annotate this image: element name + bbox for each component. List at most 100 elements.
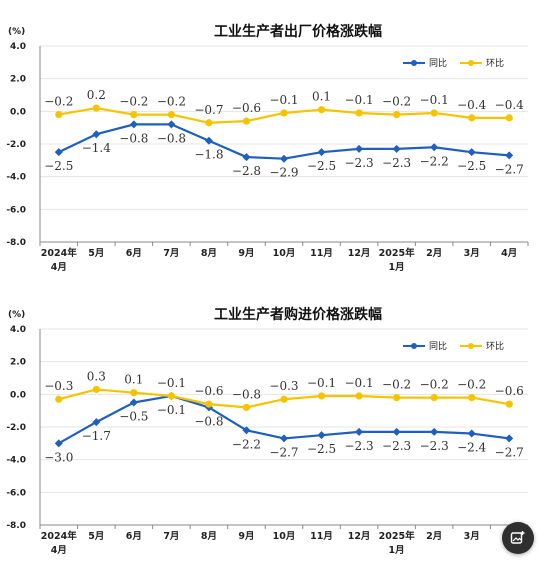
x-tick-label: 5月: [88, 531, 104, 542]
data-point-mom: [468, 114, 476, 122]
data-point-mom: [280, 109, 288, 117]
x-tick-label: 3月: [464, 248, 480, 259]
y-tick-label: 0.0: [10, 390, 26, 400]
x-tick-label: 1月: [389, 262, 405, 273]
x-tick-label: 2月: [426, 531, 442, 542]
data-label-yoy: −1.8: [194, 148, 223, 162]
data-point-mom: [280, 395, 288, 403]
data-point-mom: [355, 109, 363, 117]
chart-title: 工业生产者出厂价格涨跌幅: [214, 23, 382, 40]
data-point-yoy: [430, 427, 439, 436]
data-point-mom: [167, 392, 175, 400]
data-label-mom: −0.4: [495, 98, 525, 112]
legend-marker: [468, 343, 474, 349]
y-tick-label: 4.0: [10, 42, 26, 52]
data-point-mom: [92, 104, 100, 112]
legend-item: 环比: [460, 57, 504, 69]
chart-output-prices: 工业生产者出厂价格涨跌幅 (%) 4.0 2.0 0.0 -2.0 -4.0 -6.0 -8.0…: [6, 23, 529, 273]
data-point-yoy: [204, 136, 213, 145]
data-point-mom: [242, 117, 251, 125]
data-label-yoy: −2.5: [457, 159, 486, 173]
x-tick-label: 12月: [348, 531, 371, 542]
y-tick-label: -8.0: [6, 521, 26, 531]
x-tick-label: 7月: [163, 248, 179, 259]
data-point-mom: [317, 392, 326, 400]
data-label-mom: −0.1: [157, 376, 186, 390]
y-tick-label: -2.0: [6, 140, 26, 150]
legend-marker: [411, 60, 417, 66]
x-tick-label: 8月: [201, 248, 217, 259]
data-point-yoy: [129, 398, 138, 407]
x-tick-label: 9月: [238, 248, 254, 259]
data-label-mom: −0.6: [232, 101, 261, 115]
x-tick-label: 7月: [163, 531, 179, 542]
x-tick-label: 4月: [51, 262, 67, 273]
data-label-yoy: −2.3: [382, 156, 411, 170]
y-tick-label: -4.0: [6, 456, 26, 466]
y-tick-label: -2.0: [6, 423, 26, 433]
data-label-mom: −0.1: [420, 93, 449, 107]
x-tick-label: 4月: [501, 248, 517, 259]
data-label-mom: −0.2: [157, 95, 186, 109]
data-label-mom: −0.2: [382, 378, 411, 392]
y-tick-label: 4.0: [10, 325, 26, 335]
data-point-mom: [430, 394, 438, 402]
x-tick-label: 4月: [51, 545, 67, 556]
y-tick-label: -6.0: [6, 488, 26, 498]
data-label-mom: −0.1: [345, 376, 374, 390]
data-label-yoy: −2.7: [495, 445, 524, 459]
data-label-yoy: −2.4: [457, 441, 487, 455]
data-point-mom: [55, 111, 63, 119]
data-label-yoy: −1.7: [82, 429, 111, 443]
y-tick-label: 2.0: [10, 75, 26, 85]
data-point-mom: [167, 111, 175, 119]
data-point-yoy: [392, 427, 401, 436]
data-label-yoy: −2.3: [345, 439, 374, 453]
data-point-yoy: [317, 148, 326, 157]
data-point-mom: [130, 111, 138, 119]
data-point-mom: [393, 111, 401, 119]
data-point-yoy: [355, 144, 364, 153]
data-point-yoy: [392, 144, 401, 153]
legend-item: 环比: [460, 340, 504, 352]
data-point-yoy: [505, 151, 514, 160]
data-point-yoy: [167, 120, 176, 129]
data-label-mom: −0.1: [345, 93, 374, 107]
chart-panel-output-prices: 工业生产者出厂价格涨跌幅 (%) 4.0 2.0 0.0 -2.0 -4.0 -6.0 -8.0…: [0, 0, 548, 282]
legend-label: 同比: [429, 340, 447, 352]
data-label-mom: −0.3: [269, 379, 298, 393]
y-tick-label: -6.0: [6, 205, 26, 215]
chart-purchase-prices: 工业生产者购进价格涨跌幅 (%) 4.0 2.0 0.0 -2.0 -4.0 -6.0 -8.0…: [6, 306, 529, 556]
data-label-mom: −0.7: [194, 103, 223, 117]
data-label-yoy: −2.3: [420, 439, 449, 453]
legend-marker: [468, 60, 474, 66]
data-label-mom: −0.3: [44, 379, 73, 393]
data-label-yoy: −2.5: [307, 442, 336, 456]
data-label-mom: −0.4: [457, 98, 487, 112]
data-point-yoy: [129, 120, 138, 129]
data-label-mom: 0.3: [87, 369, 106, 383]
x-tick-label: 2024年: [41, 530, 77, 542]
x-tick-label: 6月: [126, 248, 142, 259]
data-label-yoy: −3.0: [44, 450, 73, 464]
data-point-mom: [205, 119, 213, 127]
data-label-yoy: −2.5: [307, 159, 336, 173]
y-tick-label: 2.0: [10, 358, 26, 368]
image-edit-button[interactable]: [502, 522, 534, 554]
data-label-mom: 0.1: [124, 373, 143, 387]
x-tick-label: 3月: [464, 531, 480, 542]
data-label-mom: −0.6: [495, 384, 524, 398]
data-label-yoy: −2.5: [44, 159, 73, 173]
data-point-yoy: [467, 148, 476, 157]
data-label-mom: −0.2: [119, 95, 148, 109]
legend-label: 同比: [429, 57, 447, 69]
legend-label: 环比: [486, 57, 504, 69]
data-label-yoy: −2.8: [232, 164, 261, 178]
data-label-yoy: −0.1: [157, 403, 186, 417]
x-tick-label: 2025年: [379, 247, 415, 259]
data-label-yoy: −2.9: [269, 166, 298, 180]
x-tick-label: 10月: [273, 248, 296, 259]
x-tick-label: 11月: [310, 531, 333, 542]
data-point-yoy: [242, 153, 251, 162]
y-tick-label: -8.0: [6, 238, 26, 248]
